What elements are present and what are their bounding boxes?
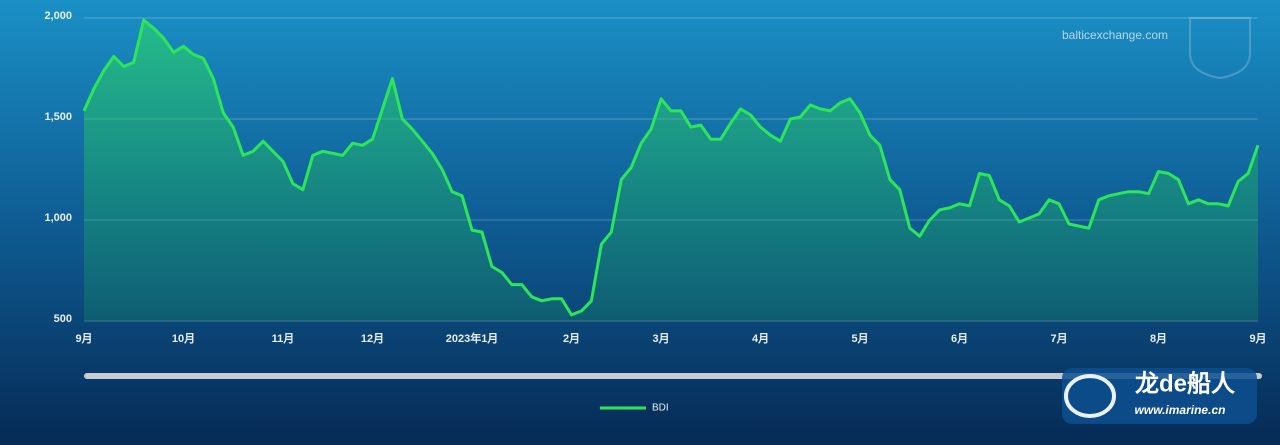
x-tick-label: 6月 bbox=[951, 332, 968, 345]
logo-bg bbox=[1062, 368, 1257, 424]
x-tick-label: 11月 bbox=[272, 332, 295, 345]
x-tick-label: 8月 bbox=[1150, 332, 1167, 345]
logo-brand: 龙de船人 bbox=[1135, 369, 1235, 397]
x-tick-label: 7月 bbox=[1050, 332, 1067, 345]
y-tick-label: 2,000 bbox=[44, 10, 72, 22]
x-tick-label: 2023年1月 bbox=[446, 331, 499, 345]
logo: 龙de船人 www.imarine.cn bbox=[1062, 368, 1257, 424]
watermark: balticexchange.com bbox=[1062, 28, 1168, 42]
x-tick-label: 12月 bbox=[361, 332, 384, 345]
legend-label: BDI bbox=[652, 403, 669, 414]
scrollbar[interactable] bbox=[84, 373, 1262, 379]
logo-icon bbox=[1064, 374, 1116, 418]
x-tick-label: 9月 bbox=[1249, 332, 1266, 345]
x-tick-label: 3月 bbox=[652, 332, 669, 345]
logo-url: www.imarine.cn bbox=[1135, 403, 1226, 417]
x-tick-label: 2月 bbox=[563, 332, 580, 345]
x-tick-label: 10月 bbox=[172, 332, 195, 345]
x-tick-label: 9月 bbox=[75, 332, 92, 345]
x-tick-label: 5月 bbox=[851, 332, 868, 345]
y-tick-label: 1,500 bbox=[44, 111, 72, 123]
watermark-shield bbox=[1189, 17, 1251, 80]
line bbox=[82, 18, 1260, 317]
y-tick-label: 1,000 bbox=[44, 212, 72, 224]
area bbox=[84, 20, 1258, 321]
x-tick-label: 4月 bbox=[752, 332, 769, 345]
y-tick-label: 500 bbox=[54, 313, 72, 325]
